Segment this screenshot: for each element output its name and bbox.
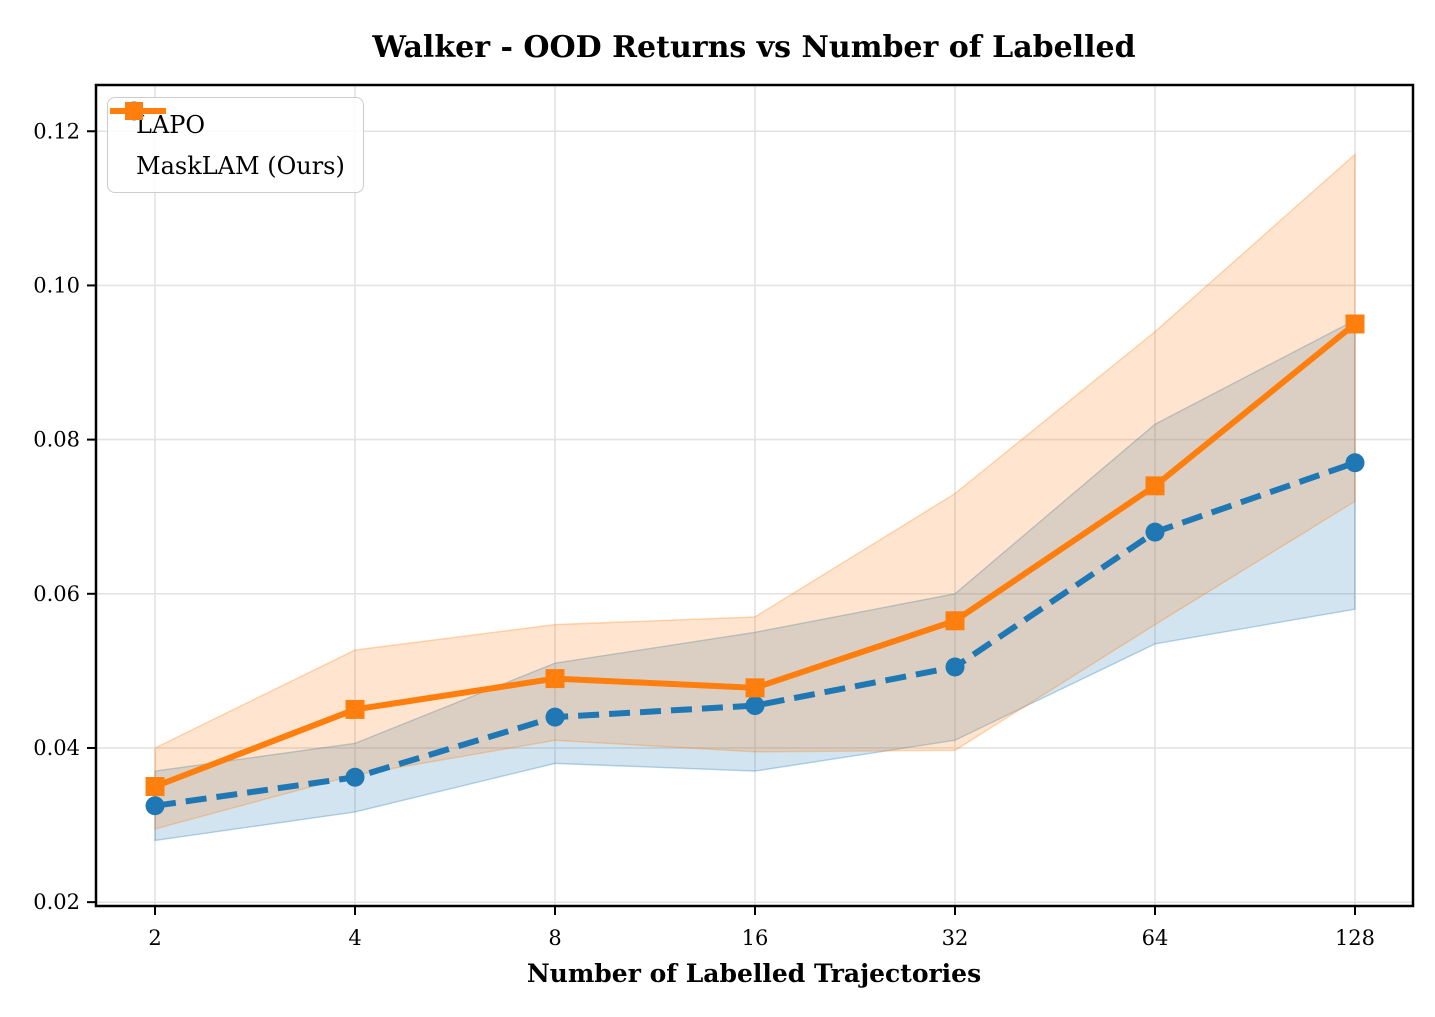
x-tick-label: 64: [1142, 926, 1169, 950]
axes-layer: 2 4 8 16 32 64 128 0.02 0.04 0.06 0.08 0.10 0.12: [33, 83, 1415, 950]
data-point-circle: [545, 707, 565, 727]
x-tick-label: 4: [348, 926, 361, 950]
legend[interactable]: LAPO MaskLAM (Ours): [107, 97, 364, 193]
data-point-circle: [1145, 522, 1165, 542]
chart-title: Walker - OOD Returns vs Number of Labell…: [371, 30, 1135, 65]
y-tick-label: 0.12: [33, 119, 80, 143]
data-point-square: [145, 777, 165, 797]
confidence-bands-layer: [154, 152, 1356, 842]
masklam-line-sample-icon: [110, 102, 166, 120]
data-point-circle: [145, 796, 165, 816]
data-point-square: [745, 678, 765, 698]
data-point-circle: [345, 767, 365, 787]
confidence-band-masklam-ours: [154, 152, 1356, 830]
data-point-square: [945, 611, 965, 631]
y-tick-label: 0.02: [33, 890, 80, 914]
x-tick-label: 32: [942, 926, 969, 950]
grid-layer: [96, 85, 1413, 906]
confidence-band-lapo: [154, 318, 1356, 842]
y-tick-label: 0.04: [33, 736, 80, 760]
legend-label-lapo: LAPO: [136, 110, 206, 139]
x-tick-label: 16: [742, 926, 769, 950]
data-point-square: [545, 669, 565, 689]
data-point-square: [1145, 476, 1165, 496]
x-tick-label: 128: [1335, 926, 1375, 950]
data-point-circle: [1345, 453, 1365, 473]
y-tick-label: 0.06: [33, 582, 80, 606]
data-point-square: [1345, 314, 1365, 334]
x-tick-label: 2: [148, 926, 161, 950]
legend-label-masklam: MaskLAM (Ours): [136, 151, 345, 180]
legend-item-masklam[interactable]: MaskLAM (Ours): [110, 102, 345, 184]
x-axis-label: Number of Labelled Trajectories: [527, 959, 981, 988]
data-point-circle: [945, 657, 965, 677]
series-lines-layer: [145, 314, 1365, 816]
y-tick-label: 0.08: [33, 428, 80, 452]
y-tick-label: 0.10: [33, 273, 80, 297]
data-point-circle: [745, 696, 765, 716]
x-tick-label: 8: [548, 926, 561, 950]
data-point-square: [345, 699, 365, 719]
